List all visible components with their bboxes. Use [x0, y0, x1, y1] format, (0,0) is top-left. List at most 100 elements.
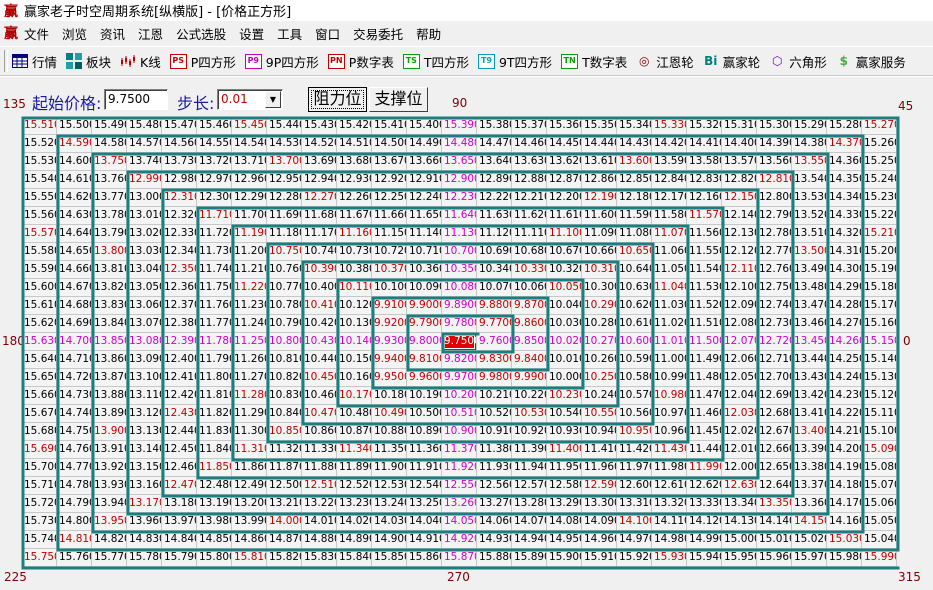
- price-cell[interactable]: 11.1900: [232, 225, 267, 243]
- price-cell[interactable]: 11.1700: [302, 225, 337, 243]
- price-cell[interactable]: 10.0500: [547, 279, 582, 297]
- price-cell[interactable]: 10.4000: [302, 279, 337, 297]
- price-cell[interactable]: 15.4800: [127, 117, 162, 135]
- price-cell[interactable]: 10.0600: [512, 279, 547, 297]
- menu-file[interactable]: 文件: [24, 26, 50, 42]
- price-cell[interactable]: 15.8200: [267, 549, 302, 567]
- price-cell[interactable]: 13.8900: [92, 405, 127, 423]
- price-cell[interactable]: 11.1000: [547, 225, 582, 243]
- price-cell[interactable]: 14.5000: [372, 135, 407, 153]
- toolbar-dollar-button[interactable]: $ 赢家服务: [836, 52, 906, 71]
- price-cell[interactable]: 12.7400: [757, 297, 792, 315]
- price-cell[interactable]: 14.4900: [407, 135, 442, 153]
- price-cell[interactable]: 9.8100: [407, 351, 442, 369]
- price-cell[interactable]: 15.8700: [442, 549, 477, 567]
- price-cell[interactable]: 14.2600: [827, 333, 862, 351]
- price-cell[interactable]: 10.1300: [337, 315, 372, 333]
- price-cell[interactable]: 14.8400: [162, 531, 197, 549]
- price-cell[interactable]: 11.4200: [617, 441, 652, 459]
- price-cell[interactable]: 10.8400: [267, 405, 302, 423]
- price-cell[interactable]: 13.8500: [92, 333, 127, 351]
- price-cell[interactable]: 13.8400: [92, 315, 127, 333]
- price-cell[interactable]: 12.0000: [722, 459, 757, 477]
- price-cell[interactable]: 13.7100: [232, 153, 267, 171]
- price-cell[interactable]: 12.5000: [267, 477, 302, 495]
- price-cell[interactable]: 13.0600: [127, 297, 162, 315]
- price-cell[interactable]: 15.8900: [512, 549, 547, 567]
- price-cell[interactable]: 12.9000: [442, 171, 477, 189]
- price-cell[interactable]: 10.1600: [337, 369, 372, 387]
- price-cell[interactable]: 14.3900: [757, 135, 792, 153]
- price-cell[interactable]: 13.8100: [92, 261, 127, 279]
- price-cell[interactable]: 12.1600: [687, 189, 722, 207]
- price-cell[interactable]: 13.4700: [792, 297, 827, 315]
- price-cell[interactable]: 14.8800: [302, 531, 337, 549]
- price-cell[interactable]: 13.0700: [127, 315, 162, 333]
- price-cell[interactable]: 10.3500: [442, 261, 477, 279]
- price-cell[interactable]: 13.6700: [372, 153, 407, 171]
- price-cell[interactable]: 15.6600: [22, 387, 57, 405]
- price-cell[interactable]: 15.6900: [22, 441, 57, 459]
- price-cell[interactable]: 12.5100: [302, 477, 337, 495]
- price-cell[interactable]: 10.6000: [617, 333, 652, 351]
- price-cell[interactable]: 15.5500: [22, 189, 57, 207]
- price-cell[interactable]: 10.0000: [547, 369, 582, 387]
- toolbar-candlestick-button[interactable]: K线: [120, 52, 161, 71]
- price-cell[interactable]: 12.8000: [757, 189, 792, 207]
- price-cell[interactable]: 10.2800: [582, 315, 617, 333]
- price-cell[interactable]: 13.5100: [792, 225, 827, 243]
- price-cell[interactable]: 10.0100: [547, 351, 582, 369]
- price-cell[interactable]: 9.8500: [512, 333, 547, 351]
- price-cell[interactable]: 12.8900: [477, 171, 512, 189]
- price-cell[interactable]: 10.9700: [652, 405, 687, 423]
- price-cell[interactable]: 10.8600: [302, 423, 337, 441]
- price-cell[interactable]: 12.0700: [722, 333, 757, 351]
- price-cell[interactable]: 15.2900: [792, 117, 827, 135]
- price-cell[interactable]: 13.7600: [92, 171, 127, 189]
- price-cell[interactable]: 14.4800: [442, 135, 477, 153]
- price-cell[interactable]: 14.0400: [407, 513, 442, 531]
- price-cell[interactable]: 11.7300: [197, 243, 232, 261]
- price-cell[interactable]: 10.9400: [582, 423, 617, 441]
- price-cell[interactable]: 12.3400: [162, 243, 197, 261]
- price-cell[interactable]: 11.4900: [687, 351, 722, 369]
- price-cell[interactable]: 11.2000: [232, 243, 267, 261]
- price-cell[interactable]: 12.7200: [757, 333, 792, 351]
- price-cell[interactable]: 11.8800: [302, 459, 337, 477]
- price-cell[interactable]: 11.5400: [687, 261, 722, 279]
- price-cell[interactable]: 15.4900: [92, 117, 127, 135]
- price-cell[interactable]: 15.7900: [162, 549, 197, 567]
- price-cell[interactable]: 11.8700: [267, 459, 302, 477]
- price-cell[interactable]: 12.0300: [722, 405, 757, 423]
- price-cell[interactable]: 15.7400: [22, 531, 57, 549]
- price-cell[interactable]: 14.6200: [57, 189, 92, 207]
- price-cell[interactable]: 10.9600: [652, 423, 687, 441]
- price-cell[interactable]: 12.6700: [757, 423, 792, 441]
- menu-window[interactable]: 窗口: [315, 26, 341, 42]
- price-cell[interactable]: 13.2400: [372, 495, 407, 513]
- price-cell[interactable]: 13.0000: [127, 189, 162, 207]
- price-cell[interactable]: 15.6000: [22, 279, 57, 297]
- price-cell[interactable]: 11.6500: [407, 207, 442, 225]
- price-cell[interactable]: 14.3300: [827, 207, 862, 225]
- price-cell[interactable]: 10.3300: [512, 261, 547, 279]
- resistance-button[interactable]: 阻力位: [308, 87, 367, 112]
- price-cell[interactable]: 11.7900: [197, 351, 232, 369]
- price-cell[interactable]: 12.4100: [162, 369, 197, 387]
- price-cell[interactable]: 12.1700: [652, 189, 687, 207]
- price-cell[interactable]: 14.3800: [792, 135, 827, 153]
- price-cell[interactable]: 15.0500: [862, 513, 897, 531]
- price-cell[interactable]: 13.3800: [792, 459, 827, 477]
- menu-trade[interactable]: 交易委托: [353, 26, 404, 42]
- price-cell[interactable]: 15.0400: [862, 531, 897, 549]
- price-cell[interactable]: 15.4500: [232, 117, 267, 135]
- price-cell[interactable]: 10.7900: [267, 315, 302, 333]
- price-cell[interactable]: 10.7200: [372, 243, 407, 261]
- price-cell[interactable]: 14.7800: [57, 477, 92, 495]
- price-cell[interactable]: 10.2700: [582, 333, 617, 351]
- price-cell[interactable]: 14.9900: [687, 531, 722, 549]
- price-cell[interactable]: 14.6900: [57, 315, 92, 333]
- price-cell[interactable]: 11.9500: [547, 459, 582, 477]
- price-cell[interactable]: 15.8300: [302, 549, 337, 567]
